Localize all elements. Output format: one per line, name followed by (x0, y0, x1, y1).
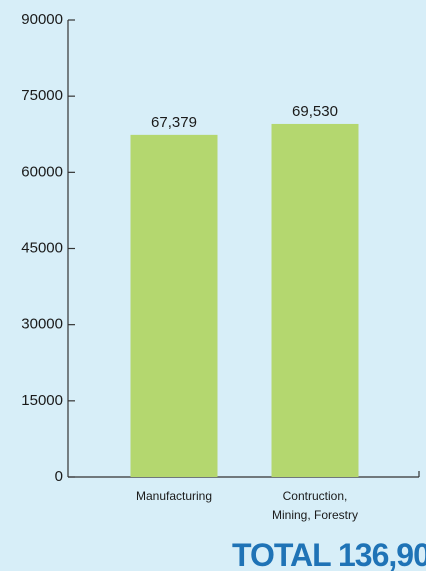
bar (130, 134, 218, 477)
category-label: Mining, Forestry (272, 508, 358, 522)
category-labels: Manufacturing Contruction, Mining, Forestr… (136, 489, 358, 522)
category-label: Contruction, (283, 489, 348, 503)
y-tick-label: 60000 (21, 163, 63, 180)
bar (271, 123, 359, 477)
data-label: 69,530 (292, 103, 338, 120)
y-tick-label: 75000 (21, 87, 63, 104)
bars (130, 123, 359, 477)
y-tick-label: 45000 (21, 239, 63, 256)
y-tick-label: 0 (55, 468, 63, 485)
data-label: 67,379 (151, 114, 197, 131)
y-axis: 0 15000 30000 45000 60000 75000 90000 (21, 11, 75, 485)
data-labels: 67,379 69,530 (151, 103, 338, 131)
y-tick-label: 90000 (21, 11, 63, 28)
y-tick-label: 30000 (21, 316, 63, 333)
x-axis (68, 471, 420, 478)
total-label: TOTAL 136,909 (232, 537, 426, 571)
y-tick-label: 15000 (21, 392, 63, 409)
category-label: Manufacturing (136, 489, 212, 503)
